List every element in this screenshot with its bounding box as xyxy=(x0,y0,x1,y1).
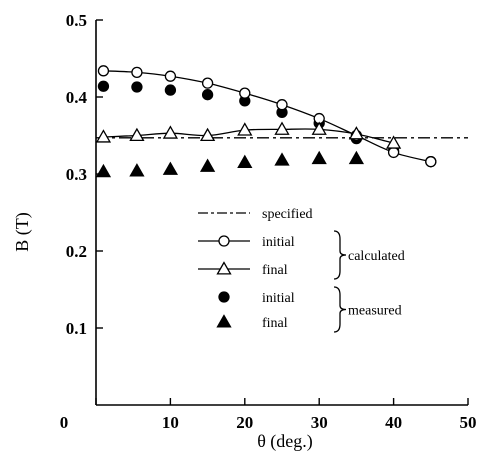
point-measured-final xyxy=(237,154,253,168)
legend-brace-measured xyxy=(333,286,347,333)
point-calculated-initial xyxy=(276,99,288,111)
x-tick-label: 50 xyxy=(460,413,477,432)
y-tick-label: 0.5 xyxy=(66,11,87,30)
point-calculated-final xyxy=(129,127,145,142)
legend-label-3: initial xyxy=(262,291,295,306)
series-calculated-initial-line xyxy=(103,70,431,163)
point-calculated-final xyxy=(274,121,290,135)
point-calculated-final xyxy=(348,126,365,140)
point-measured-initial xyxy=(164,84,177,96)
legend-calculated-initial-marker xyxy=(218,235,230,247)
point-calculated-final xyxy=(385,135,402,149)
y-tick-label: 0.2 xyxy=(66,242,87,261)
legend-calculated-final-marker xyxy=(216,261,232,275)
point-calculated-final xyxy=(237,122,253,136)
legend-label-2: final xyxy=(262,263,288,278)
x-tick-label: 20 xyxy=(236,413,253,432)
x-tick-label: 10 xyxy=(162,413,179,432)
legend-brace-calculated xyxy=(333,230,347,280)
point-calculated-initial xyxy=(387,146,400,159)
legend-label-4: final xyxy=(262,316,288,331)
x-tick-label: 0 xyxy=(60,413,69,432)
y-tick-label: 0.1 xyxy=(66,319,87,338)
point-calculated-initial xyxy=(425,156,437,168)
point-measured-final xyxy=(311,150,327,165)
point-calculated-final xyxy=(199,127,216,142)
x-axis-title: θ (deg.) xyxy=(257,431,313,452)
point-measured-final xyxy=(348,150,365,165)
legend-group-measured: measured xyxy=(348,304,402,319)
point-measured-final xyxy=(199,158,216,172)
point-calculated-initial xyxy=(97,65,110,77)
point-measured-initial xyxy=(131,81,143,93)
legend-measured-initial-marker xyxy=(218,291,230,303)
y-tick-label: 0.4 xyxy=(66,88,88,107)
legend-measured-final-marker xyxy=(216,314,232,328)
point-measured-final xyxy=(162,161,179,175)
point-calculated-initial xyxy=(131,66,143,79)
point-calculated-final xyxy=(95,129,112,143)
legend-label-0: specified xyxy=(262,207,313,222)
point-calculated-initial xyxy=(201,77,214,89)
legend: specified initial final initial final calcula… xyxy=(198,207,405,333)
point-measured-final xyxy=(95,163,112,178)
point-calculated-final xyxy=(162,125,179,139)
legend-label-1: initial xyxy=(262,235,295,250)
y-axis-title: B (T) xyxy=(12,212,33,252)
x-tick-label: 40 xyxy=(385,413,402,432)
point-calculated-final xyxy=(311,121,327,135)
y-tick-label: 0.3 xyxy=(66,165,87,184)
point-measured-initial xyxy=(201,89,214,101)
series-layer xyxy=(95,65,468,178)
point-calculated-initial xyxy=(164,70,177,82)
point-measured-final xyxy=(129,163,145,177)
x-tick-label: 30 xyxy=(311,413,328,432)
point-calculated-initial xyxy=(239,87,251,99)
legend-group-calculated: calculated xyxy=(348,249,405,264)
point-measured-final xyxy=(274,152,290,166)
point-measured-initial xyxy=(97,80,110,92)
